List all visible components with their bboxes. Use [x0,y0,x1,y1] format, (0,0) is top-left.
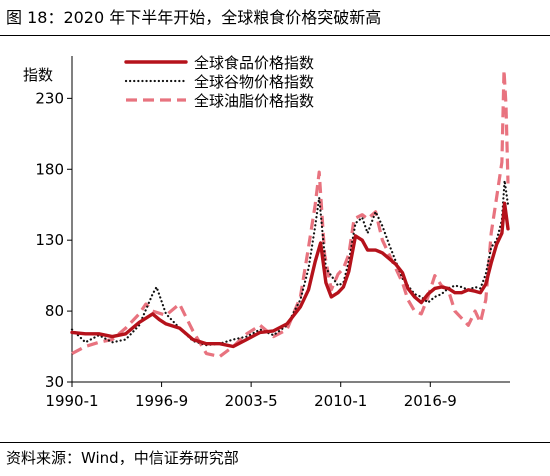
series-line [70,179,510,347]
chart-axes: 30 80 130 180 230 1990-1 1996-9 2003-5 2010-1 201… [23,56,510,410]
legend-label: 全球食品价格指数 [194,54,314,72]
legend-label: 全球谷物价格指数 [194,73,314,91]
y-tick-label: 80 [45,302,64,320]
x-tick-label: 2010-1 [314,392,367,410]
chart-series [70,68,510,359]
series-line [71,68,510,359]
y-tick-label: 30 [45,373,64,391]
x-tick-label: 2016-9 [404,392,457,410]
figure-title: 图 18：2020 年下半年开始，全球粮食价格突破新高 [6,8,382,27]
y-tick-label: 130 [35,231,64,249]
x-tick-label: 1996-9 [135,392,188,410]
footer-divider [0,442,550,443]
y-tick-label: 180 [35,160,64,178]
line-chart: 30 80 130 180 230 1990-1 1996-9 2003-5 2010-1 201… [23,54,510,410]
source-note: 资料来源：Wind，中信证券研究部 [6,449,239,467]
header-divider [0,35,550,36]
y-tick-label: 230 [35,89,64,107]
x-tick-label: 2003-5 [225,392,278,410]
y-axis-label: 指数 [23,66,53,84]
legend-label: 全球油脂价格指数 [194,92,314,110]
x-tick-label: 1990-1 [45,392,98,410]
figure-header: 图 18：2020 年下半年开始，全球粮食价格突破新高 [0,0,550,36]
series-line [70,201,510,349]
